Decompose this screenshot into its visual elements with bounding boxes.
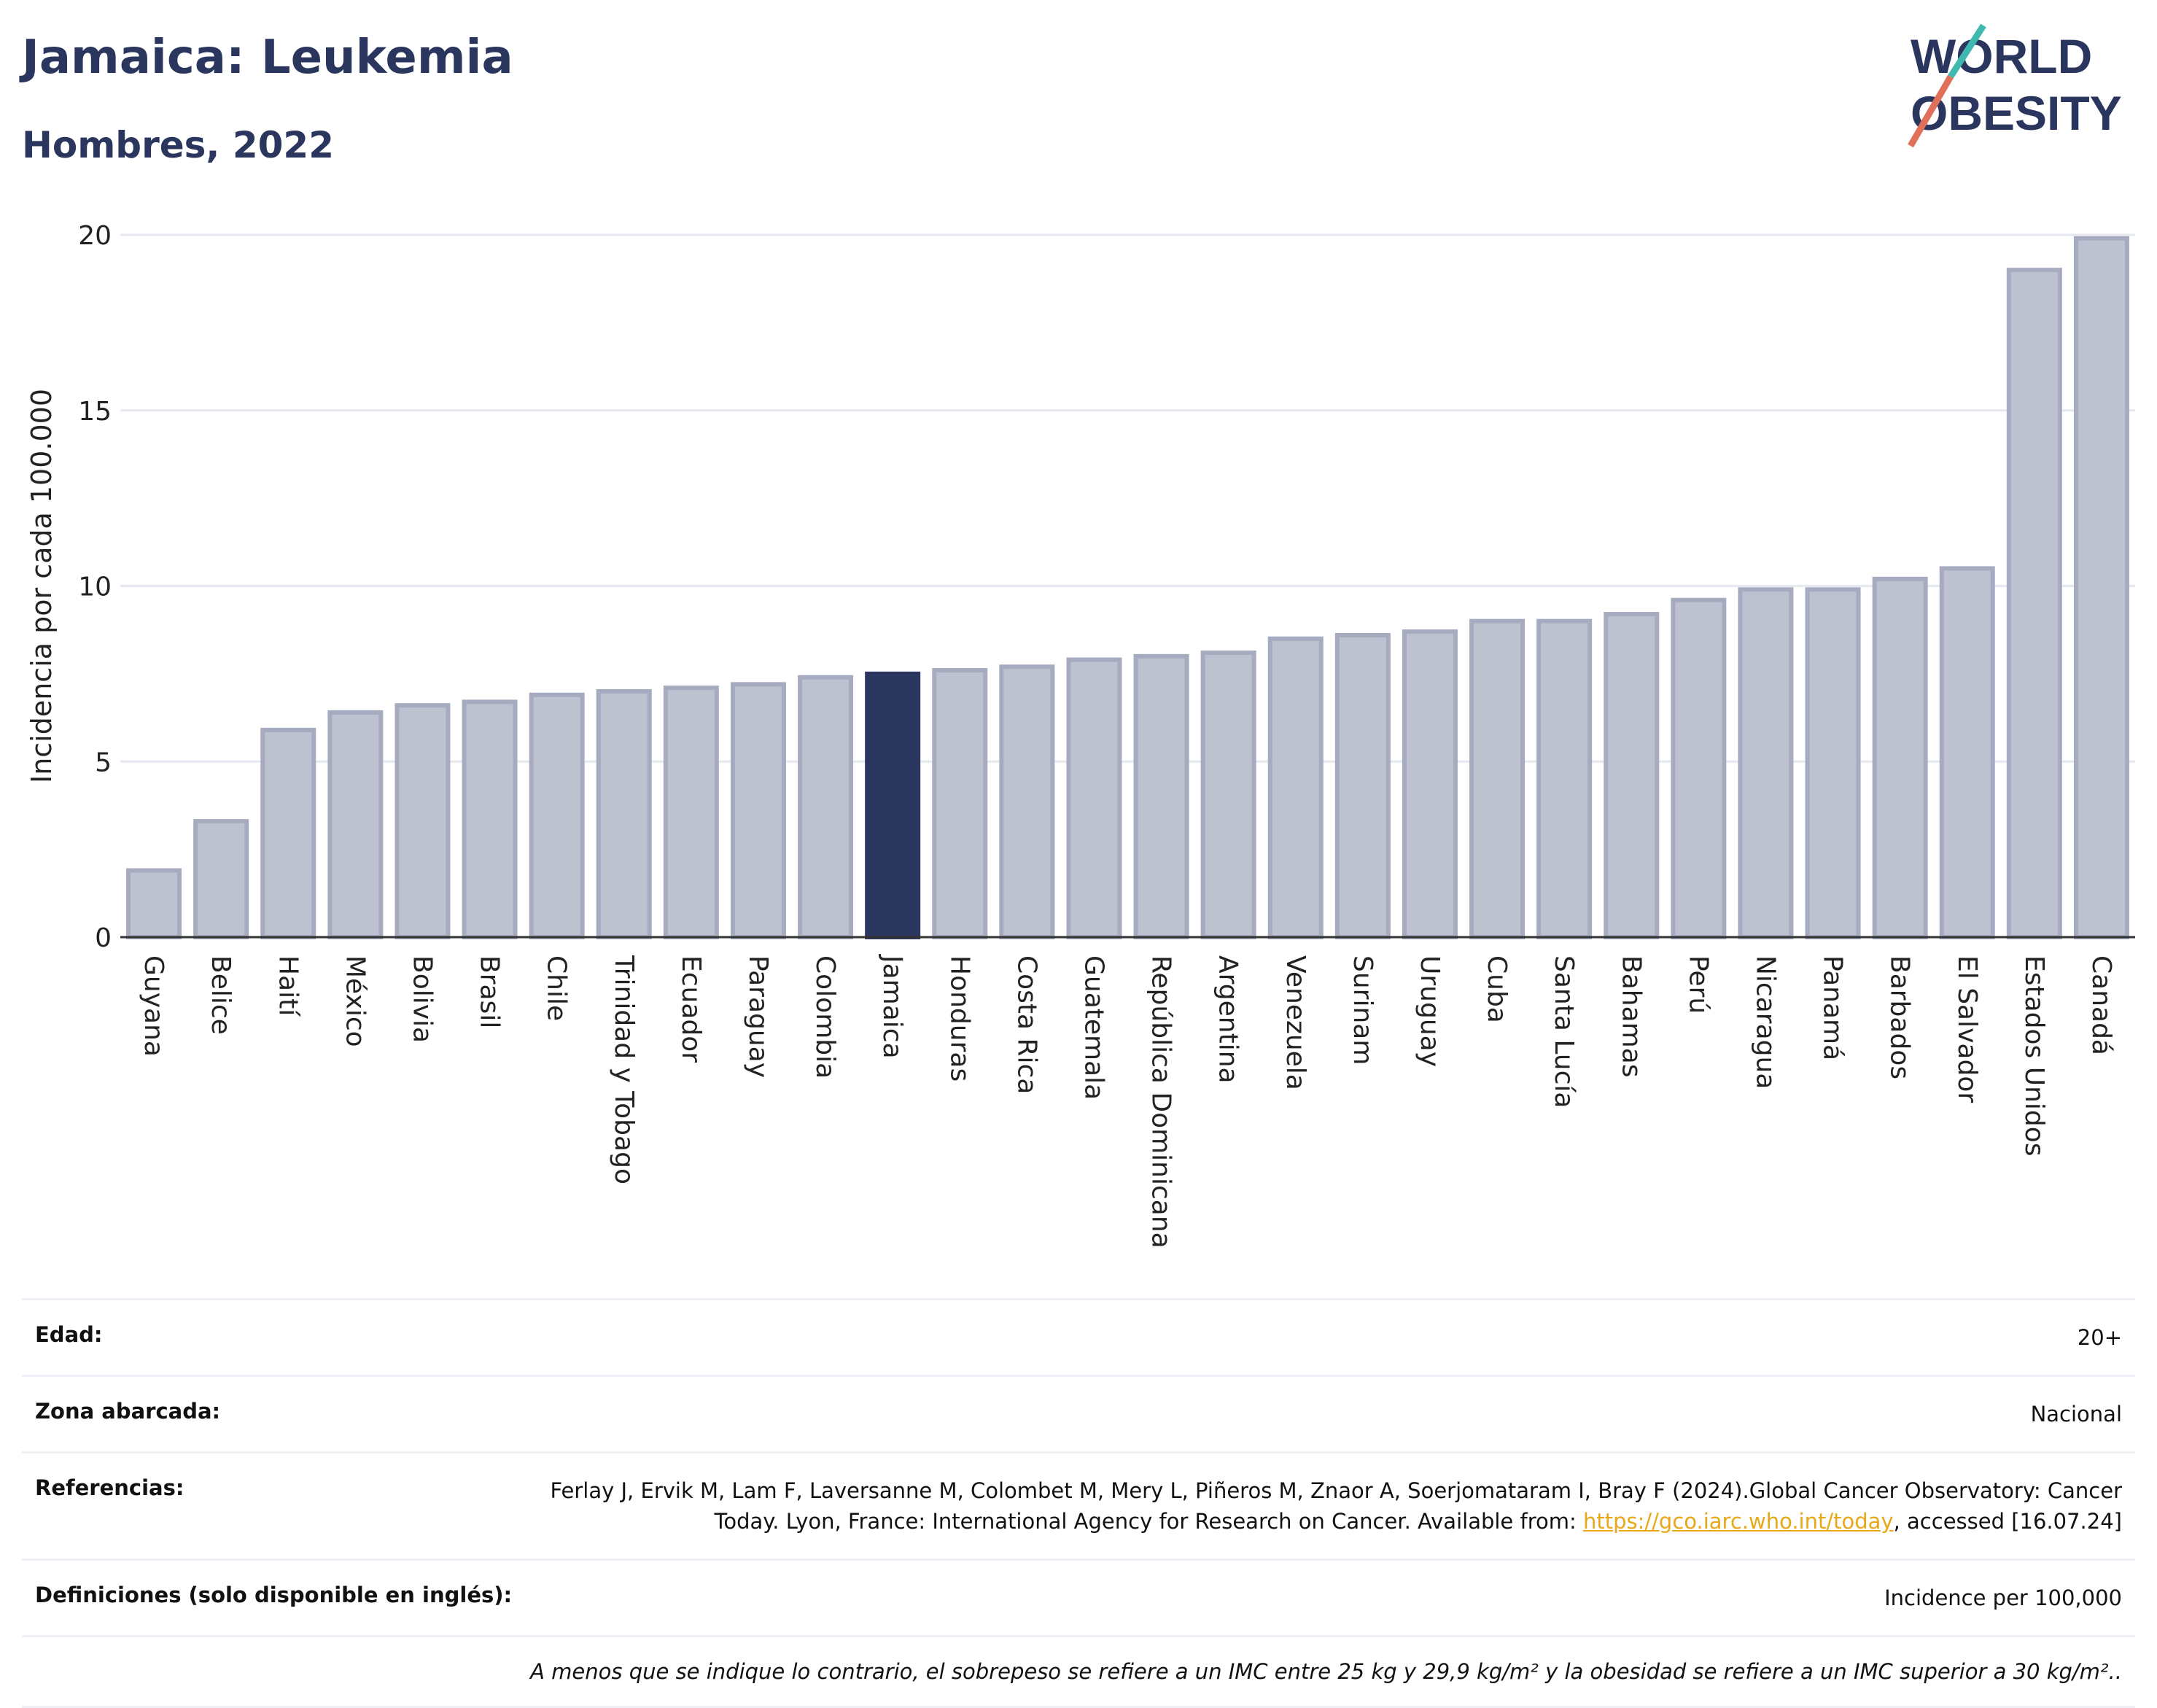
bar: [798, 675, 854, 939]
x-tick-label: Argentina: [1213, 955, 1243, 1084]
x-tick-label: Guyana: [139, 955, 168, 1057]
zone-label: Zona abarcada:: [35, 1399, 221, 1424]
x-tick-label: Guatemala: [1078, 955, 1108, 1100]
x-tick-label: Chile: [542, 955, 572, 1021]
x-tick-label: Panamá: [1818, 955, 1848, 1060]
bar: [2073, 236, 2129, 939]
references-text: Ferlay J, Ervik M, Lam F, Laversanne M, …: [550, 1478, 2122, 1534]
x-tick-label: Surinam: [1348, 955, 1377, 1065]
bar: [2006, 268, 2062, 939]
references-value: Ferlay J, Ervik M, Lam F, Laversanne M, …: [518, 1475, 2122, 1537]
x-tick-label: Venezuela: [1280, 955, 1310, 1090]
x-tick-label: Colombia: [810, 955, 840, 1079]
y-tick-label: 20: [78, 221, 112, 251]
meta-row-references: Referencias: Ferlay J, Ervik M, Lam F, L…: [22, 1451, 2135, 1558]
x-tick-label: Bahamas: [1616, 955, 1646, 1078]
definitions-value: Incidence per 100,000: [1884, 1585, 2122, 1610]
metadata-table: Edad: 20+ Zona abarcada: Nacional Refere…: [22, 1298, 2135, 1708]
x-tick-label: Brasil: [475, 955, 505, 1028]
x-tick-label: Uruguay: [1415, 955, 1445, 1067]
x-tick-label: Trinidad y Tobago: [609, 955, 639, 1184]
x-tick-label: México: [340, 955, 370, 1047]
x-tick-label: Canadá: [2086, 955, 2116, 1055]
x-tick-label: Paraguay: [743, 955, 773, 1078]
bar: [126, 868, 182, 940]
x-tick-label: Cuba: [1482, 955, 1512, 1023]
y-tick-label: 10: [78, 572, 112, 602]
age-label: Edad:: [35, 1322, 103, 1347]
chart-subtitle: Hombres, 2022: [22, 124, 334, 166]
bar: [395, 703, 451, 940]
definitions-label: Definiciones (solo disponible en inglés)…: [35, 1583, 513, 1607]
bar: [1334, 632, 1391, 939]
bar: [462, 699, 518, 940]
bar: [1469, 618, 1526, 940]
bar: [1604, 612, 1660, 940]
bar: [1200, 650, 1256, 939]
bar: [1066, 657, 1122, 939]
meta-row-definitions: Definiciones (solo disponible en inglés)…: [22, 1558, 2135, 1635]
bar: [596, 688, 652, 939]
bar: [1536, 618, 1593, 940]
bar: [260, 727, 316, 939]
x-tick-label: Nicaragua: [1750, 955, 1780, 1089]
logo-line1: WORLD: [1911, 29, 2092, 83]
x-tick-label: Perú: [1683, 955, 1713, 1014]
meta-row-zone: Zona abarcada: Nacional: [22, 1375, 2135, 1451]
y-tick-label: 0: [95, 923, 112, 953]
bar: [1939, 566, 1995, 939]
x-tick-label: Belice: [206, 955, 236, 1035]
x-tick-label: Ecuador: [676, 955, 706, 1063]
x-tick-label: Barbados: [1885, 955, 1915, 1079]
chart-title: Jamaica: Leukemia: [22, 31, 513, 85]
x-tick-label: Bolivia: [407, 955, 437, 1043]
bar: [193, 819, 249, 939]
x-tick-label: El Salvador: [1952, 955, 1982, 1103]
bar: [1671, 597, 1727, 939]
world-obesity-logo: WORLD OBESITY: [1908, 23, 2122, 148]
y-tick-label: 5: [95, 748, 112, 777]
bar: [1805, 587, 1861, 939]
bar: [1872, 576, 1928, 939]
x-tick-label: Santa Lucía: [1549, 955, 1579, 1108]
references-label: Referencias:: [35, 1475, 184, 1500]
x-tick-label: Haití: [273, 955, 303, 1017]
bar: [999, 664, 1055, 939]
bar: [1267, 636, 1324, 939]
bar: [932, 668, 988, 939]
x-tick-label: Estados Unidos: [2019, 955, 2049, 1157]
bar: [1402, 629, 1458, 939]
bar: [1738, 587, 1794, 939]
footnote: A menos que se indique lo contrario, el …: [22, 1635, 2135, 1708]
bar: [529, 692, 585, 939]
zone-value: Nacional: [2030, 1402, 2122, 1426]
x-tick-label: República Dominicana: [1146, 955, 1176, 1249]
bar: [327, 710, 384, 940]
references-link[interactable]: https://gco.iarc.who.int/today: [1582, 1509, 1894, 1534]
meta-row-age: Edad: 20+: [22, 1298, 2135, 1375]
logo-line2: OBESITY: [1911, 86, 2122, 140]
bar: [663, 686, 719, 939]
y-axis-label: Incidencia por cada 100.000: [26, 389, 58, 783]
bar: [865, 671, 921, 939]
bar-chart: 0 5 10 15 20 Incidencia por cada 100.000 Guyan…: [26, 221, 2135, 1249]
bar: [730, 682, 786, 939]
x-tick-label: Costa Rica: [1011, 955, 1041, 1094]
references-tail: , accessed [16.07.24]: [1893, 1509, 2122, 1534]
x-tick-label: Honduras: [944, 955, 974, 1082]
age-value: 20+: [2077, 1325, 2122, 1350]
y-tick-label: 15: [78, 397, 112, 427]
x-tick-label: Jamaica: [877, 954, 907, 1059]
bar: [1133, 653, 1189, 939]
